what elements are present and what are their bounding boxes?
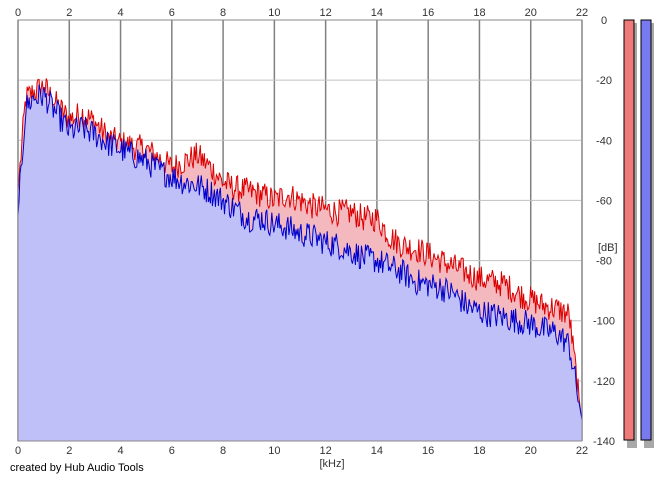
y-axis-ticks: 0 -20 -40 -60 -80 -100 -120 -140 bbox=[593, 15, 615, 448]
x-tick-label-top: 22 bbox=[576, 7, 588, 19]
y-tick-label: 0 bbox=[601, 15, 607, 27]
series-2-area bbox=[18, 84, 582, 441]
x-tick-label-bottom: 6 bbox=[169, 445, 175, 457]
x-tick-label-top: 10 bbox=[268, 7, 280, 19]
y-tick-label: -140 bbox=[593, 436, 615, 448]
x-tick-label-bottom: 18 bbox=[473, 445, 485, 457]
x-axis-label: [kHz] bbox=[319, 458, 344, 470]
x-tick-label-top: 14 bbox=[371, 7, 383, 19]
x-tick-label-bottom: 12 bbox=[320, 445, 332, 457]
x-tick-label-top: 0 bbox=[15, 7, 21, 19]
x-tick-label-top: 12 bbox=[320, 7, 332, 19]
x-tick-label-bottom: 20 bbox=[525, 445, 537, 457]
x-tick-label-top: 2 bbox=[66, 7, 72, 19]
x-tick-label-top: 6 bbox=[169, 7, 175, 19]
series-2-line bbox=[17, 84, 583, 420]
spectrum-series bbox=[17, 78, 583, 442]
y-tick-label: -80 bbox=[596, 256, 612, 268]
series-1-line bbox=[17, 78, 583, 424]
y-axis-label: [dB] bbox=[598, 242, 618, 254]
x-axis-bottom-ticks: 0 2 4 6 8 10 12 14 16 18 20 22 bbox=[15, 445, 588, 457]
x-tick-label-top: 8 bbox=[220, 7, 226, 19]
x-tick-label-bottom: 16 bbox=[422, 445, 434, 457]
x-tick-label-bottom: 8 bbox=[220, 445, 226, 457]
x-tick-label-bottom: 0 bbox=[15, 445, 21, 457]
y-tick-label: -20 bbox=[596, 75, 612, 87]
y-tick-label: -40 bbox=[596, 135, 612, 147]
plot-frame bbox=[17, 19, 583, 442]
x-tick-label-top: 18 bbox=[473, 7, 485, 19]
x-tick-label-top: 4 bbox=[117, 7, 123, 19]
x-tick-label-top: 20 bbox=[525, 7, 537, 19]
level-meter-bar bbox=[623, 19, 635, 441]
level-meter-bar bbox=[640, 19, 652, 441]
x-tick-label-bottom: 2 bbox=[66, 445, 72, 457]
y-tick-label: -120 bbox=[593, 376, 615, 388]
x-tick-label-bottom: 22 bbox=[576, 445, 588, 457]
y-tick-label: -60 bbox=[596, 195, 612, 207]
x-tick-label-bottom: 4 bbox=[117, 445, 123, 457]
y-tick-label: -100 bbox=[593, 316, 615, 328]
credit-text: created by Hub Audio Tools bbox=[10, 462, 144, 474]
level-meters bbox=[623, 19, 654, 448]
x-tick-label-bottom: 10 bbox=[268, 445, 280, 457]
x-tick-label-bottom: 14 bbox=[371, 445, 383, 457]
x-axis-top-ticks: 0 2 4 6 8 10 12 14 16 18 20 22 bbox=[15, 7, 588, 19]
x-tick-label-top: 16 bbox=[422, 7, 434, 19]
